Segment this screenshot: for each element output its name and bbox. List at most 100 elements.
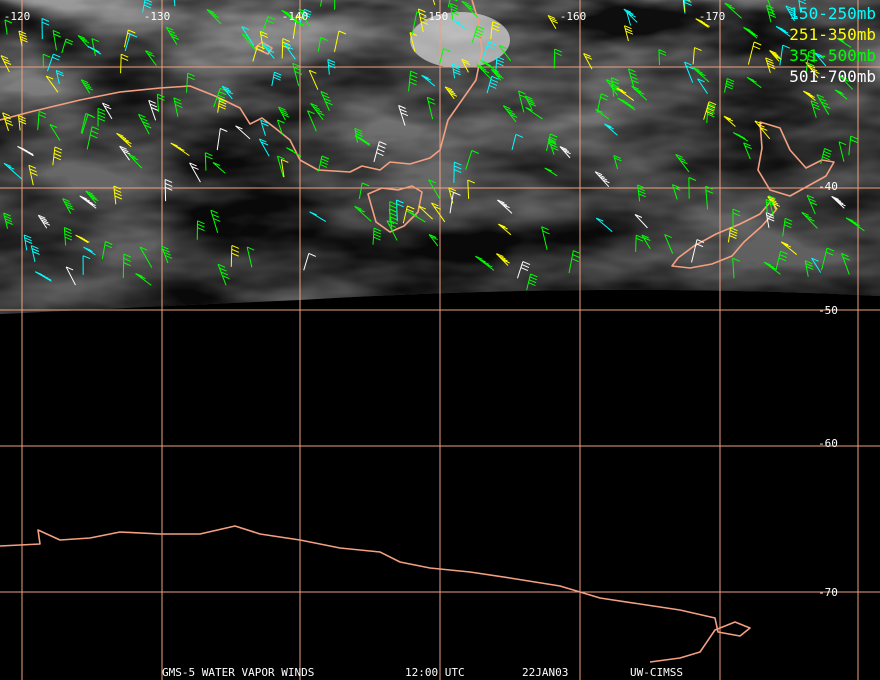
wind-barb: [834, 89, 848, 100]
wind-barb: [498, 223, 512, 236]
wind-barb: [627, 68, 639, 91]
wind-barb: [101, 241, 113, 260]
wind-barb: [637, 184, 646, 202]
wind-barb: [450, 2, 459, 20]
wind-barb: [280, 158, 289, 178]
wind-barb: [595, 217, 613, 232]
wind-barb: [631, 85, 648, 101]
wind-barb: [617, 97, 636, 111]
wind-barb: [372, 227, 382, 245]
wind-barb: [398, 105, 409, 126]
wind-barb: [545, 133, 558, 152]
wind-barb: [52, 146, 63, 166]
legend-entry: 251-350mb: [789, 25, 876, 44]
wind-barb: [278, 106, 290, 121]
wind-barb: [217, 98, 227, 113]
wind-barb: [23, 234, 33, 251]
wind-barb: [641, 234, 651, 249]
wind-barb: [836, 37, 852, 48]
wind-barb: [724, 78, 735, 93]
wind-barb: [547, 138, 559, 155]
wind-barb: [246, 246, 255, 268]
wind-barb: [467, 179, 475, 199]
wind-barb: [831, 195, 846, 209]
wind-barb: [62, 198, 75, 214]
legend-entry: 150-250mb: [789, 4, 876, 23]
wind-barb: [281, 38, 290, 59]
wind-barb: [216, 128, 228, 151]
wind-barb: [839, 75, 854, 90]
wind-barb: [402, 205, 415, 224]
wind-barb: [692, 67, 710, 83]
wind-barb: [85, 190, 99, 204]
wind-barb: [142, 0, 153, 13]
wind-barb: [260, 16, 276, 39]
wind-barb: [471, 25, 485, 43]
wind-barb: [373, 141, 387, 163]
wind-barb: [310, 103, 325, 121]
wind-barb: [671, 184, 681, 200]
wind-barb: [664, 234, 674, 254]
wind-barb: [547, 14, 559, 29]
footer: GMS-5 WATER VAPOR WINDS 12:00 UTC 22JAN0…: [162, 666, 683, 679]
wind-barb: [559, 146, 571, 159]
wind-barb: [230, 244, 240, 267]
wind-barb: [814, 52, 827, 67]
wind-barb: [196, 220, 205, 240]
wind-barb: [276, 155, 285, 178]
wind-barb: [307, 110, 317, 132]
wind-barb: [292, 62, 303, 86]
wind-barb: [65, 266, 76, 286]
wind-barb: [732, 257, 740, 279]
wind-barb: [18, 30, 28, 47]
wind-barb: [697, 78, 708, 94]
wind-barb: [583, 53, 593, 70]
wind-barb: [635, 234, 644, 252]
wind-barb: [658, 49, 667, 66]
wind-barb: [525, 107, 543, 120]
wind-barb: [37, 214, 51, 229]
wind-barb: [61, 38, 74, 54]
wind-barb: [838, 141, 847, 162]
wind-barb: [765, 212, 775, 228]
wind-barb: [634, 214, 648, 229]
wind-barb: [217, 263, 230, 286]
wind-barb: [821, 247, 835, 271]
wind-barb: [122, 253, 132, 278]
wind-barb: [173, 97, 183, 117]
wind-barb: [221, 85, 233, 100]
wind-barb: [767, 0, 775, 16]
wind-barb: [113, 185, 123, 205]
wind-barb: [596, 93, 609, 114]
wind-barb: [210, 209, 221, 233]
wind-barb: [820, 148, 832, 165]
wind-barb: [426, 96, 436, 120]
wind-barb: [428, 179, 441, 200]
wind-barb: [409, 32, 418, 52]
wind-barb: [45, 75, 59, 93]
footer-time: 12:00 UTC: [405, 666, 465, 679]
wind-barb: [186, 72, 195, 93]
wind-barb: [320, 90, 333, 111]
wind-barb: [52, 29, 61, 51]
wind-barb: [804, 260, 814, 277]
wind-barb: [780, 241, 798, 256]
wind-barb: [692, 47, 702, 65]
wind-barb: [28, 164, 38, 186]
footer-date: 22JAN03: [522, 666, 568, 679]
wind-barb: [124, 33, 138, 52]
wind-barb: [623, 25, 634, 42]
wind-barb: [156, 93, 165, 113]
wind-barb: [449, 191, 461, 214]
wind-barb: [754, 120, 771, 140]
wind-barb: [82, 255, 91, 275]
wind-barb: [705, 185, 714, 210]
wind-barb: [811, 257, 822, 273]
lat-label: -50: [818, 304, 838, 317]
wind-barb: [544, 167, 558, 177]
lat-label: -60: [818, 437, 838, 450]
wind-barb: [490, 69, 504, 81]
wind-barb: [706, 102, 716, 123]
wind-barb: [271, 71, 282, 87]
